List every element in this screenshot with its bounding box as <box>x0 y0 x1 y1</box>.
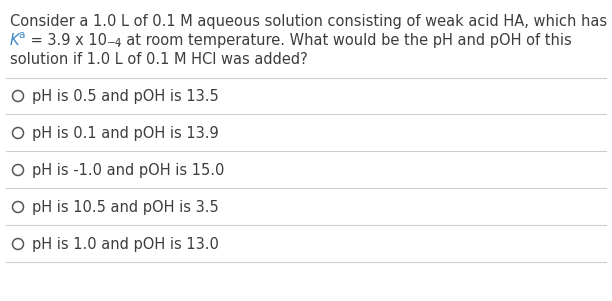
Text: −4: −4 <box>107 38 122 48</box>
Text: pH is 0.1 and pOH is 13.9: pH is 0.1 and pOH is 13.9 <box>32 126 218 141</box>
Text: Consider a 1.0 L of 0.1 M aqueous solution consisting of weak acid HA, which has: Consider a 1.0 L of 0.1 M aqueous soluti… <box>10 14 607 29</box>
Text: a: a <box>18 30 25 40</box>
Text: solution if 1.0 L of 0.1 M HCl was added?: solution if 1.0 L of 0.1 M HCl was added… <box>10 52 308 67</box>
Text: pH is 0.5 and pOH is 13.5: pH is 0.5 and pOH is 13.5 <box>32 89 218 104</box>
Text: K: K <box>10 33 20 48</box>
Text: pH is -1.0 and pOH is 15.0: pH is -1.0 and pOH is 15.0 <box>32 163 225 178</box>
Text: = 3.9 x 10: = 3.9 x 10 <box>26 33 107 48</box>
Text: pH is 10.5 and pOH is 3.5: pH is 10.5 and pOH is 3.5 <box>32 200 218 215</box>
Text: , at room temperature. What would be the pH and pOH of this: , at room temperature. What would be the… <box>117 33 572 48</box>
Text: pH is 1.0 and pOH is 13.0: pH is 1.0 and pOH is 13.0 <box>32 237 219 252</box>
